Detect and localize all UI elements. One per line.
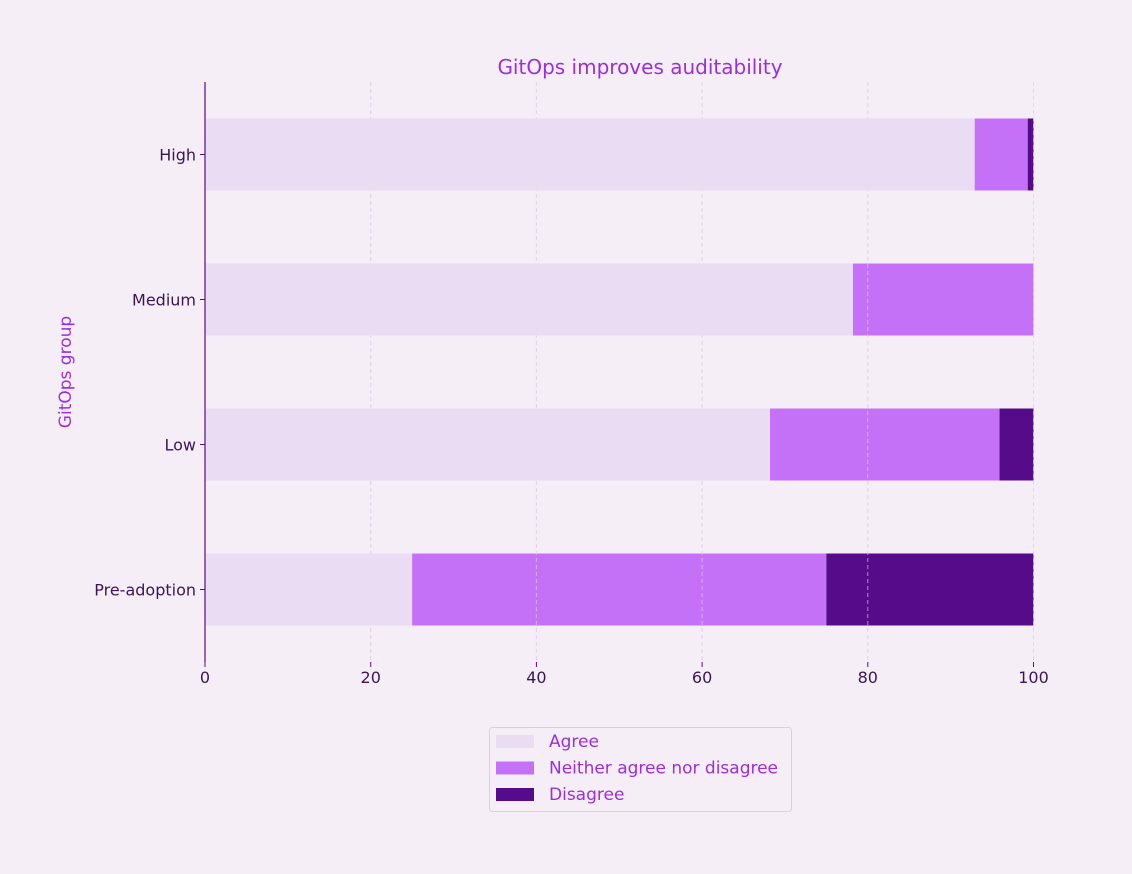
bar-segment xyxy=(205,408,771,481)
bar-segment xyxy=(852,263,1034,336)
bar-segment xyxy=(412,553,827,626)
legend: Agree Neither agree nor disagree Disagree xyxy=(489,727,792,812)
legend-label: Neither agree nor disagree xyxy=(549,759,778,779)
y-axis-label: GitOps group xyxy=(56,316,76,428)
bar-segment xyxy=(974,118,1028,191)
y-tick-label: Pre-adoption xyxy=(94,581,196,600)
legend-label: Agree xyxy=(549,732,599,752)
bar-segment xyxy=(999,408,1034,481)
y-tick-label: Low xyxy=(164,436,196,455)
chart-title: GitOps improves auditability xyxy=(497,55,782,79)
legend-swatch xyxy=(496,788,534,801)
bar-segment xyxy=(770,408,1000,481)
x-tick-label: 40 xyxy=(526,668,546,687)
x-tick-label: 60 xyxy=(692,668,712,687)
legend-swatch xyxy=(496,761,534,775)
x-tick-label: 20 xyxy=(361,668,381,687)
y-tick-label: Medium xyxy=(132,291,196,310)
x-tick-label: 0 xyxy=(200,668,210,687)
legend-label: Disagree xyxy=(549,785,624,805)
bar-segment xyxy=(826,553,1034,626)
x-tick-label: 100 xyxy=(1018,668,1049,687)
bar-segment xyxy=(205,553,413,626)
y-tick-label: High xyxy=(159,146,196,165)
bar-segment xyxy=(205,263,853,336)
legend-swatch xyxy=(496,735,534,748)
x-tick-label: 80 xyxy=(858,668,878,687)
bar-segment xyxy=(205,118,975,191)
bar-segment xyxy=(1027,118,1034,191)
